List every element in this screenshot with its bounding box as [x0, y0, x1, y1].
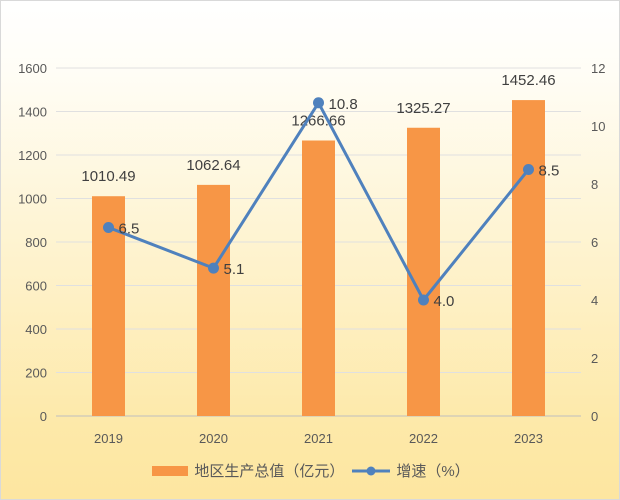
bar	[407, 127, 440, 416]
y-right-tick-label: 4	[591, 293, 598, 308]
bar-data-label: 1266.66	[291, 113, 345, 130]
x-tick-label: 2021	[304, 431, 333, 446]
y-left-tick-label: 1400	[18, 105, 47, 120]
x-tick-label: 2022	[409, 431, 438, 446]
y-right-tick-label: 10	[591, 119, 605, 134]
y-left-tick-label: 1000	[18, 192, 47, 207]
bar-data-label: 1062.64	[186, 157, 240, 174]
legend-label-gdp: 地区生产总值（亿元）	[194, 463, 345, 480]
x-tick-label: 2020	[199, 431, 228, 446]
bar-data-label: 1010.49	[81, 168, 135, 185]
growth-data-label: 5.1	[224, 261, 245, 278]
y-right-tick-label: 8	[591, 177, 598, 192]
y-left-tick-label: 1600	[18, 61, 47, 76]
growth-data-label: 8.5	[539, 163, 560, 180]
y-left-tick-label: 600	[25, 279, 47, 294]
y-right-tick-label: 6	[591, 235, 598, 250]
x-tick-label: 2023	[514, 431, 543, 446]
bar	[302, 140, 335, 416]
y-right-tick-label: 0	[591, 409, 598, 424]
legend-line-marker-icon	[352, 466, 391, 475]
y-left-tick-label: 800	[25, 235, 47, 250]
bar	[197, 184, 230, 416]
growth-data-label: 4.0	[434, 293, 455, 310]
legend-label-growth: 增速（%）	[396, 463, 470, 480]
y-left-tick-label: 0	[40, 409, 47, 424]
growth-point	[418, 294, 429, 306]
y-right-tick-label: 12	[591, 61, 605, 76]
y-left-tick-label: 200	[25, 366, 47, 381]
legend-bar-swatch	[152, 465, 189, 476]
legend: 地区生产总值（亿元） 增速（%）	[1, 460, 620, 481]
legend-item-growth: 增速（%）	[352, 460, 470, 481]
y-left-tick-label: 1200	[18, 148, 47, 163]
x-tick-label: 2019	[94, 431, 123, 446]
growth-point	[313, 97, 324, 109]
growth-point	[103, 222, 114, 233]
growth-point	[208, 262, 219, 274]
bar-data-label: 1325.27	[396, 100, 450, 117]
growth-data-label: 6.5	[119, 221, 140, 238]
bar-data-label: 1452.46	[501, 72, 555, 89]
growth-point	[523, 164, 534, 175]
growth-data-label: 10.8	[329, 96, 358, 113]
chart-plot: 0 200 400 600 800 1000 1200 1400 1600 0 2 4 6 8 10 12 20…	[18, 61, 605, 446]
y-right-tick-label: 2	[591, 351, 598, 366]
bar	[512, 100, 545, 416]
legend-item-gdp: 地区生产总值（亿元）	[152, 460, 344, 481]
y-left-tick-label: 400	[25, 322, 47, 337]
